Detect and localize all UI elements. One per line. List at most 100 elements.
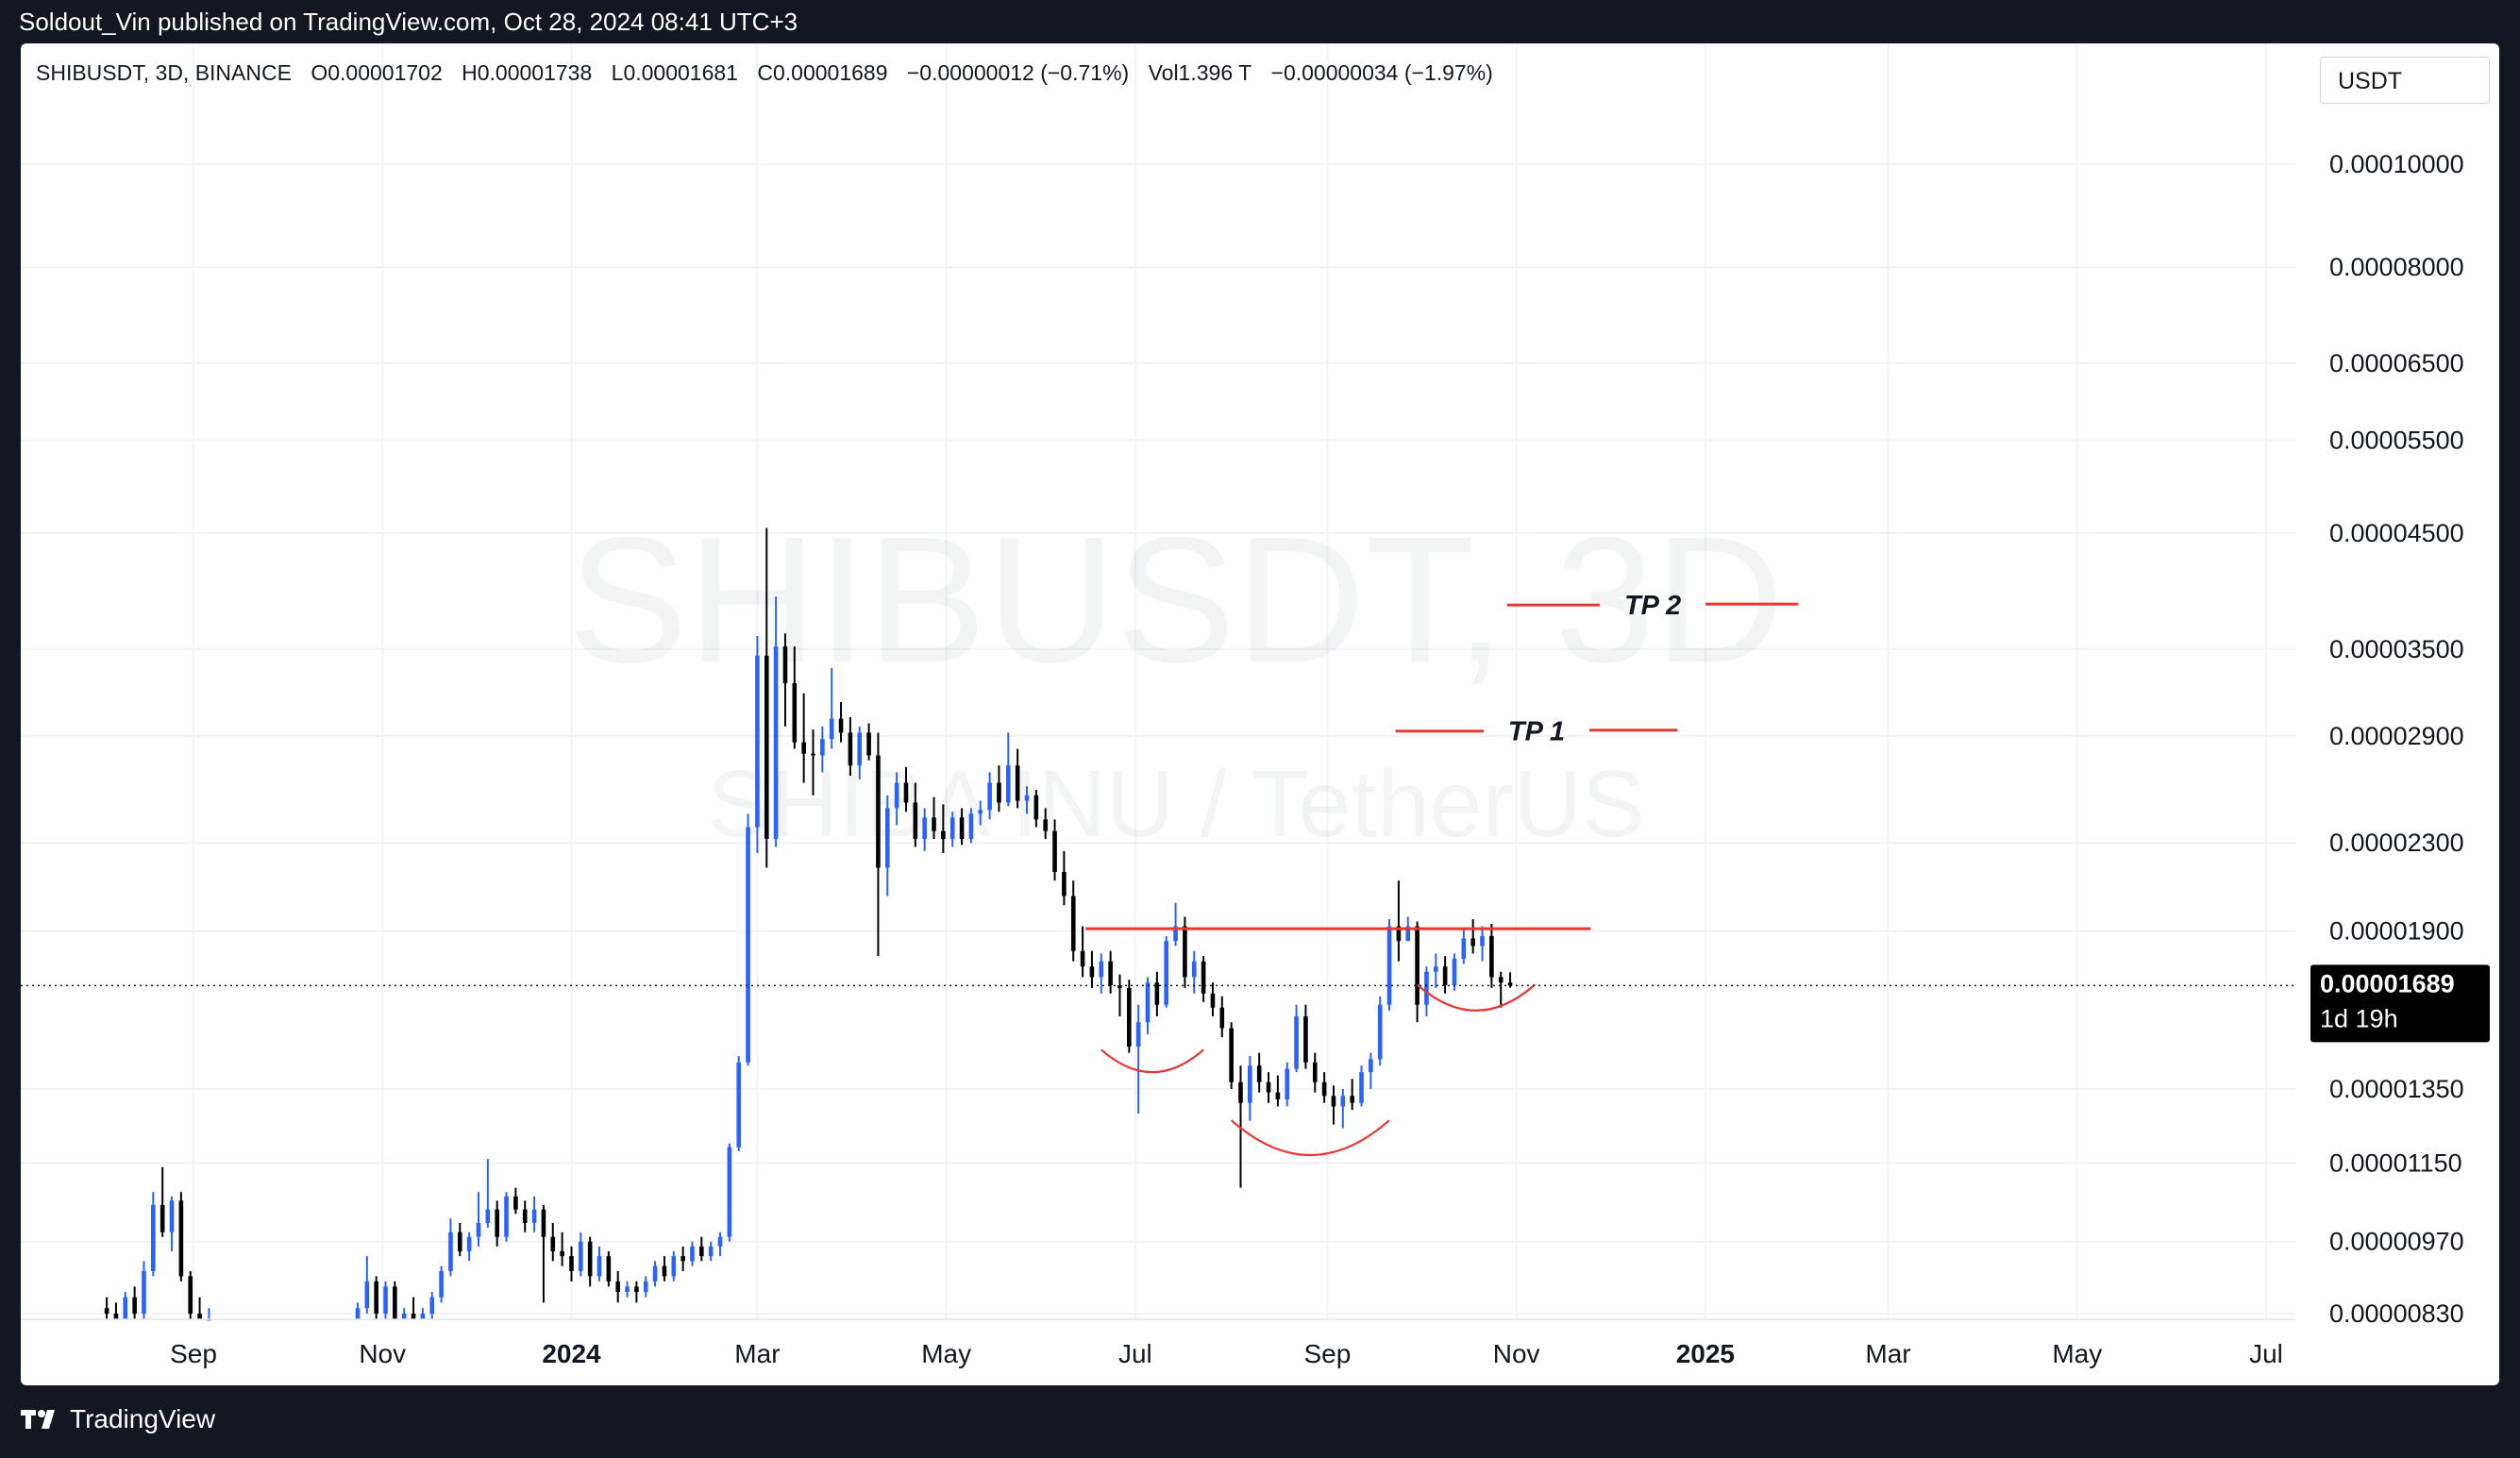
candle-body — [1470, 938, 1475, 947]
tp2-label[interactable]: TP 2 — [1624, 591, 1681, 621]
candle-body — [625, 1286, 630, 1292]
candle-body — [1405, 926, 1411, 942]
candle-body — [922, 817, 927, 839]
candle — [680, 1246, 685, 1271]
candle — [1219, 996, 1225, 1038]
candle-body — [178, 1200, 184, 1277]
chart-panel[interactable]: SHIBUSDT, 3D SHIBA INU / TetherUS TP 1TP… — [21, 43, 2499, 1385]
candle — [1359, 1065, 1364, 1107]
candle-body — [1052, 830, 1057, 872]
left-shoulder-arc[interactable] — [1100, 1048, 1204, 1074]
candle-body — [1070, 896, 1076, 951]
candle-body — [727, 1147, 732, 1237]
candle-body — [1210, 993, 1216, 1008]
candle-body — [466, 1236, 472, 1251]
candle-body — [773, 645, 779, 839]
candle-body — [848, 732, 853, 766]
candle — [1275, 1075, 1281, 1107]
grid — [21, 43, 2295, 1319]
candle — [838, 701, 844, 743]
candle — [913, 782, 918, 847]
candle-body — [1452, 958, 1457, 986]
candle — [1210, 982, 1216, 1016]
tradingview-logo[interactable]: TradingView — [21, 1404, 215, 1434]
annotations[interactable]: TP 1 TP 2 — [1085, 591, 1799, 1156]
candle-body — [169, 1200, 175, 1232]
candle-body — [1033, 795, 1039, 820]
candle-body — [699, 1246, 704, 1257]
candle-body — [1248, 1065, 1252, 1103]
candle — [1369, 1052, 1373, 1089]
candle — [151, 1192, 156, 1277]
published-line: Soldout_Vin published on TradingView.com… — [19, 8, 798, 36]
chart-canvas[interactable]: SHIBUSDT, 3D SHIBA INU / TetherUS TP 1TP… — [21, 43, 2499, 1385]
candle-body — [188, 1276, 193, 1314]
candle-body — [652, 1265, 658, 1282]
candle — [662, 1256, 667, 1282]
candle-body — [829, 718, 834, 740]
candle-body — [439, 1270, 444, 1298]
right-shoulder-arc[interactable] — [1416, 983, 1537, 1012]
candle — [1386, 919, 1392, 1011]
candle — [708, 1241, 714, 1262]
price-tick-label: 0.00005500 — [2329, 427, 2464, 455]
candle — [884, 795, 890, 897]
candle-body — [634, 1286, 639, 1292]
candle-body — [894, 782, 899, 809]
candle-body — [522, 1209, 528, 1223]
price-tick-label: 0.00003500 — [2329, 635, 2464, 663]
candle-body — [1238, 1081, 1243, 1103]
candle — [1256, 1052, 1262, 1093]
candle-body — [401, 1314, 407, 1319]
candle-body — [1015, 765, 1020, 801]
price-axis[interactable]: 0.00010000 0.00008000 0.00006500 0.00005500… — [2329, 150, 2464, 1328]
candle-body — [1331, 1096, 1336, 1107]
candle — [1452, 953, 1457, 991]
candle-body — [1099, 961, 1104, 978]
candle-body — [1350, 1096, 1354, 1103]
legend-symbol[interactable]: SHIBUSDT, 3D, BINANCE — [36, 60, 292, 85]
candle — [1303, 1004, 1308, 1069]
currency-button[interactable]: USDT — [2320, 57, 2490, 104]
watermark-symbol: SHIBUSDT, 3D — [568, 500, 1784, 700]
candle-body — [866, 732, 871, 756]
candle — [178, 1192, 184, 1282]
candle-body — [857, 732, 863, 766]
candle — [959, 808, 965, 846]
candle-body — [876, 755, 881, 868]
candle — [746, 813, 750, 1066]
candle — [615, 1270, 621, 1303]
candle-body — [987, 782, 992, 811]
candle-body — [1062, 871, 1067, 897]
candle — [652, 1261, 658, 1287]
candle-body — [755, 655, 760, 828]
candle — [1099, 953, 1104, 994]
candle — [1145, 977, 1151, 1034]
candle-body — [941, 830, 946, 839]
candle-body — [383, 1286, 388, 1314]
candle — [579, 1232, 583, 1277]
candle-body — [903, 782, 909, 803]
candle — [1340, 1088, 1346, 1129]
candle-body — [1043, 819, 1048, 831]
time-axis[interactable]: Sep Nov 2024 Mar May Jul Sep Nov 2025 Mar May Jul — [21, 1318, 2295, 1368]
price-tick-label: 0.00004500 — [2329, 519, 2464, 547]
candle — [773, 596, 779, 847]
candle — [1248, 1055, 1252, 1121]
candle-body — [393, 1286, 397, 1319]
legend-high: H0.00001738 — [462, 60, 593, 85]
candle-body — [959, 817, 965, 839]
candle-body — [504, 1196, 509, 1237]
candle-body — [355, 1308, 361, 1319]
candle — [466, 1232, 472, 1262]
candle — [1154, 971, 1160, 1016]
time-tick-label: 2025 — [1676, 1339, 1735, 1368]
candle — [1433, 953, 1438, 988]
candle — [142, 1261, 146, 1319]
ohlc-legend: SHIBUSDT, 3D, BINANCE O0.00001702 H0.000… — [36, 60, 1506, 86]
tp1-label[interactable]: TP 1 — [1508, 717, 1565, 747]
candle-body — [1359, 1072, 1364, 1103]
head-arc[interactable] — [1230, 1119, 1390, 1156]
candle-body — [978, 810, 983, 814]
candle — [197, 1297, 202, 1319]
